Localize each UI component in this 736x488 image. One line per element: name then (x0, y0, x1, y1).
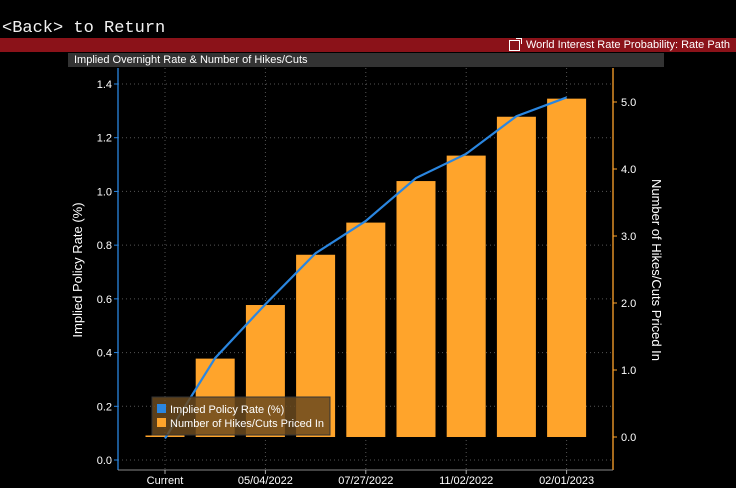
x-tick-label-3: 11/02/2022 (439, 475, 493, 487)
bar-8 (547, 98, 587, 438)
top-strip (0, 0, 736, 38)
x-tick-label-4: 02/01/2023 (539, 475, 594, 487)
legend-label-bar: Number of Hikes/Cuts Priced In (170, 418, 324, 430)
y-right-tick-label-4: 4.0 (621, 164, 636, 176)
y-left-tick-label-0: 0.0 (97, 455, 112, 467)
x-tick-label-2: 07/27/2022 (338, 475, 393, 487)
chart-title-bar: Implied Overnight Rate & Number of Hikes… (68, 53, 664, 67)
chart-title: Implied Overnight Rate & Number of Hikes… (74, 54, 308, 66)
bar-5 (396, 181, 436, 437)
y-left-tick-label-6: 1.2 (97, 133, 112, 145)
legend-label-line: Implied Policy Rate (%) (170, 404, 284, 416)
x-tick-label-0: Current (147, 475, 184, 487)
legend-swatch-bar (157, 418, 166, 427)
y-left-tick-label-3: 0.6 (97, 294, 112, 306)
y-right-tick-label-3: 3.0 (621, 231, 636, 243)
y-left-tick-label-1: 0.2 (97, 401, 112, 413)
legend-swatch-line (157, 404, 166, 413)
external-link-icon[interactable] (508, 37, 522, 51)
y-left-tick-label-4: 0.8 (97, 240, 112, 252)
window-title-text: World Interest Rate Probability: Rate Pa… (525, 39, 730, 51)
bar-7 (496, 116, 536, 438)
y-right-tick-label-2: 2.0 (621, 298, 636, 310)
y-right-tick-label-1: 1.0 (621, 365, 636, 377)
y-left-tick-label-5: 1.0 (97, 186, 112, 198)
window-title-bar (0, 38, 736, 52)
window-title[interactable]: World Interest Rate Probability: Rate Pa… (508, 37, 730, 52)
y-left-tick-label-7: 1.4 (97, 79, 112, 91)
y-right-tick-label-5: 5.0 (621, 97, 636, 109)
back-button[interactable]: <Back> to Return (2, 19, 166, 38)
y-left-axis-title: Implied Policy Rate (%) (70, 202, 85, 337)
y-left-tick-label-2: 0.4 (97, 348, 112, 360)
x-tick-label-1: 05/04/2022 (238, 475, 293, 487)
y-right-axis-title: Number of Hikes/Cuts Priced In (649, 179, 664, 361)
bar-4 (346, 222, 386, 437)
series-line (164, 96, 567, 440)
bar-0 (145, 435, 185, 437)
legend-box (151, 396, 331, 436)
y-right-tick-label-0: 0.0 (621, 432, 636, 444)
bar-6 (446, 155, 486, 437)
